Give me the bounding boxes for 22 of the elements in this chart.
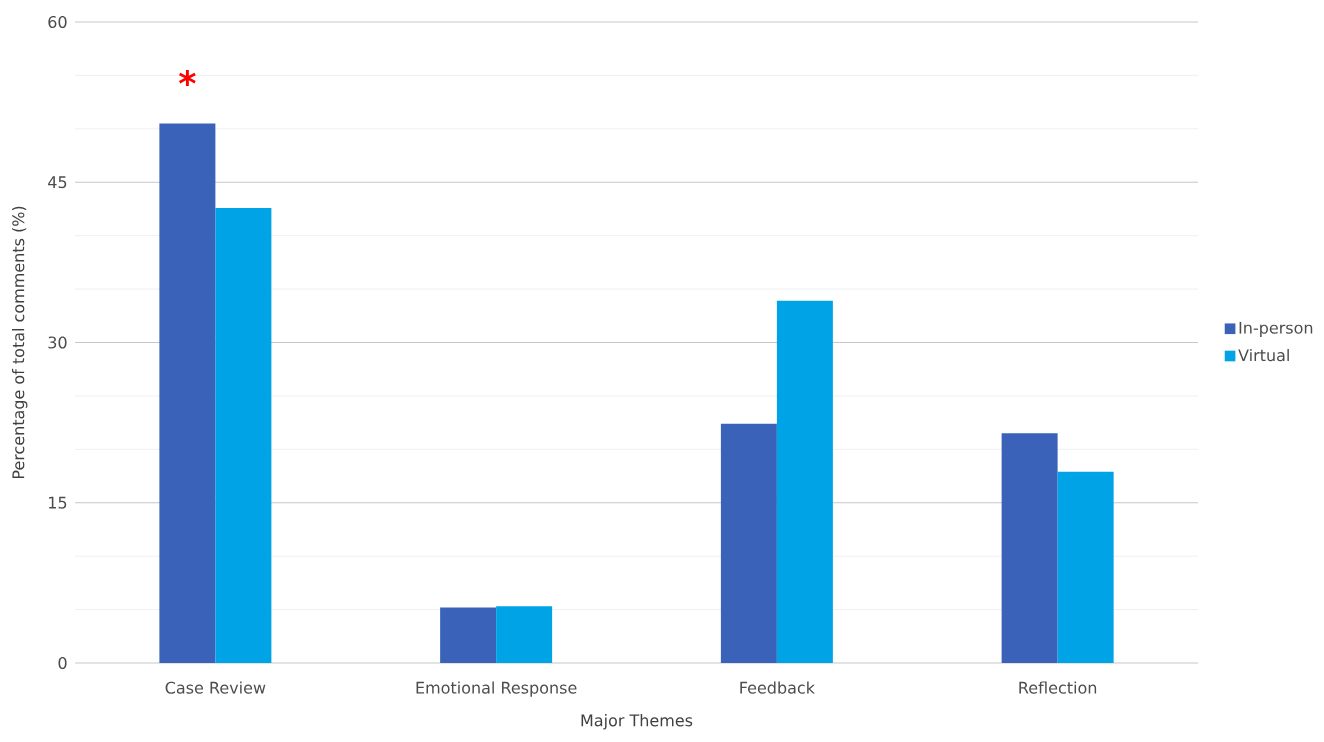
bar: [1057, 471, 1114, 663]
legend-label: Virtual: [1238, 348, 1289, 362]
bar: [720, 423, 777, 663]
bar: [496, 606, 553, 663]
x-tick-label: Case Review: [165, 681, 266, 694]
bar: [1001, 433, 1058, 663]
bar: [776, 300, 833, 663]
annotation: *: [179, 70, 196, 87]
y-tick-label: 0: [58, 656, 67, 670]
y-tick-label: 30: [48, 336, 67, 349]
y-tick-label: 60: [48, 15, 67, 29]
bar: [215, 207, 272, 663]
x-tick-label: Emotional Response: [416, 681, 577, 697]
y-axis-title: Percentage of total comments (%): [11, 206, 28, 479]
bar: [440, 607, 497, 663]
x-tick-label: Reflection: [1019, 681, 1097, 694]
x-tick-label: Feedback: [740, 681, 815, 694]
x-axis-title: Major Themes: [581, 714, 693, 730]
y-tick-label: 15: [49, 496, 67, 509]
bar: [159, 123, 216, 663]
y-tick-label: 45: [48, 176, 67, 189]
legend-label: In-person: [1239, 321, 1313, 337]
